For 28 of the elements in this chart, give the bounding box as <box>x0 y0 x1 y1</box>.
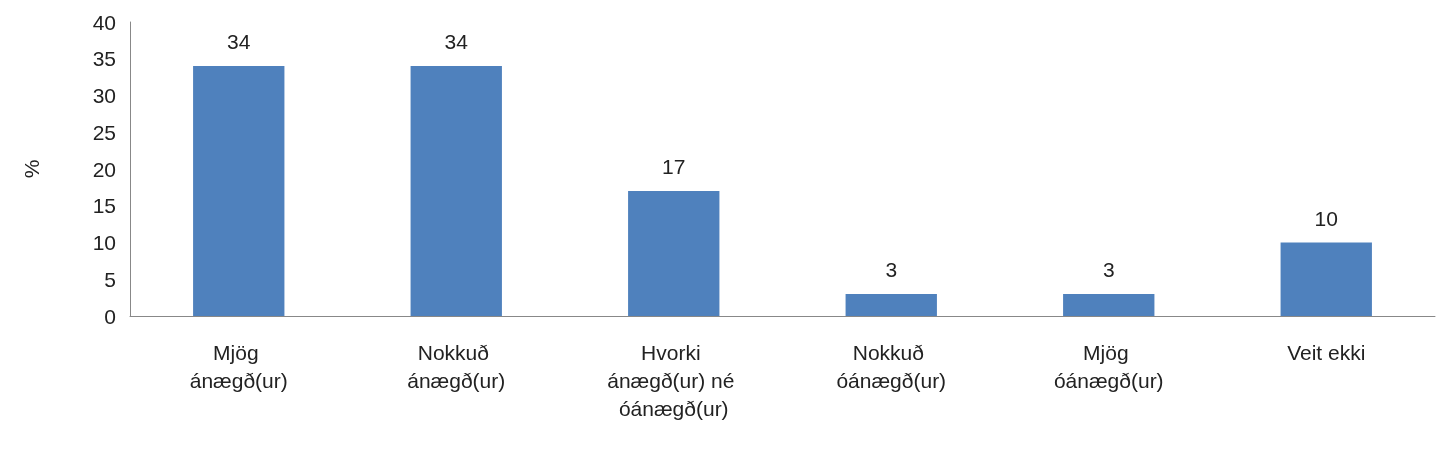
y-tick-label: 0 <box>104 304 116 328</box>
data-label: 34 <box>227 30 251 54</box>
y-tick-label: 40 <box>92 10 116 34</box>
x-tick-label: Nokkuð óánægð(ur) <box>836 340 947 392</box>
y-tick-label: 10 <box>92 231 116 254</box>
data-label: 10 <box>1314 206 1338 230</box>
x-tick-label: Mjög ánægð(ur) <box>189 340 288 392</box>
x-tick-label: Veit ekki <box>1287 340 1366 364</box>
data-label: 34 <box>444 30 469 54</box>
bar <box>193 66 285 316</box>
bar <box>410 66 502 316</box>
bar <box>1280 242 1372 316</box>
bar <box>1063 293 1155 316</box>
y-tick-label: 30 <box>92 84 116 107</box>
data-label: 17 <box>662 155 686 179</box>
bar <box>628 191 720 316</box>
y-tick-label: 25 <box>92 120 116 144</box>
y-axis-title: % <box>20 159 43 179</box>
y-tick-label: 15 <box>92 194 116 218</box>
x-tick-label: Hvorki ánægð(ur) né óánægð(ur) <box>607 340 741 420</box>
y-tick-label: 35 <box>92 47 116 71</box>
x-tick-label: Nokkuð ánægð(ur) <box>407 340 506 392</box>
x-tick-label: Mjög óánægð(ur) <box>1053 340 1164 392</box>
data-label: 3 <box>1102 257 1115 281</box>
data-label: 3 <box>885 257 898 281</box>
y-tick-label: 5 <box>104 267 116 291</box>
y-tick-label: 20 <box>92 157 116 181</box>
bar <box>845 293 937 316</box>
